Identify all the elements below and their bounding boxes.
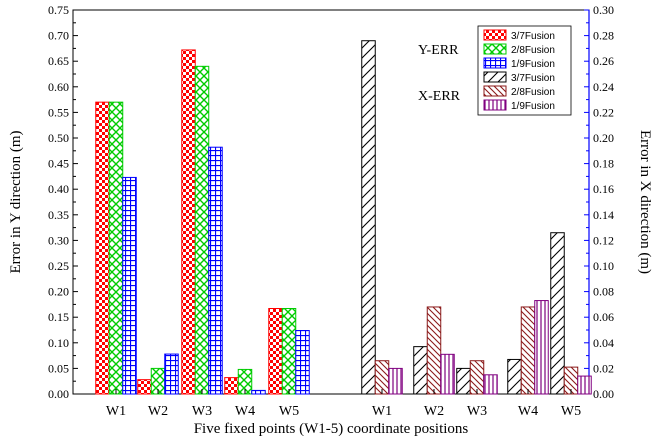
- y-err-category-label: W5: [279, 404, 299, 419]
- left-tick-label: 0.25: [48, 259, 69, 273]
- left-tick-label: 0.70: [48, 29, 69, 43]
- y-err-category-label: W2: [148, 404, 168, 419]
- y-err-bar-w5-3-7fusion: [268, 307, 283, 395]
- x-err-bar-w2-3-7fusion: [413, 346, 428, 395]
- left-y-axis: 0.00 0.05 0.10 0.15 0.20 0.25 0.30 0.35 0.40 0.45…: [48, 3, 78, 401]
- left-tick-label: 0.65: [48, 54, 69, 68]
- legend-swatch: [483, 71, 507, 83]
- legend-label: 3/7Fusion: [511, 31, 555, 42]
- x-err-category-label: W5: [561, 404, 581, 419]
- legend-label: 2/8Fusion: [511, 87, 555, 98]
- left-tick-label: 0.30: [48, 233, 69, 247]
- right-tick-label: 0.14: [593, 208, 614, 222]
- x-err-category-label: W3: [467, 404, 487, 419]
- left-tick-label: 0.50: [48, 131, 69, 145]
- x-err-bar-w1-1-9fusion: [388, 367, 403, 395]
- y-err-bar-w3-1-9fusion: [208, 146, 223, 395]
- bars: [95, 40, 592, 395]
- right-tick-label: 0.24: [593, 80, 614, 94]
- right-tick-label: 0.20: [593, 131, 614, 145]
- right-tick-label: 0.22: [593, 105, 614, 119]
- x-err-bar-w4-2-8fusion: [520, 306, 536, 395]
- right-tick-label: 0.26: [593, 54, 614, 68]
- x-err-bar-w3-1-9fusion: [483, 374, 498, 395]
- right-tick-label: 0.08: [593, 285, 614, 299]
- legend-swatch: [483, 85, 507, 97]
- right-tick-label: 0.06: [593, 310, 614, 324]
- y-err-bar-w4-3-7fusion: [224, 377, 239, 395]
- x-err-bar-w1-3-7fusion: [361, 40, 376, 395]
- x-err-category-label: W4: [518, 404, 538, 419]
- x-err-bar-w2-1-9fusion: [440, 353, 455, 395]
- left-y-axis-title: Error in Y direction (m): [8, 130, 24, 273]
- legend: 3/7Fusion 2/8Fusion 1/9Fusion 3/7Fusion 2/8F…: [477, 25, 572, 116]
- x-err-bar-w4-3-7fusion: [507, 358, 522, 395]
- left-tick-label: 0.40: [48, 182, 69, 196]
- x-category-labels: W1 W2 W3 W4 W5 W1 W2 W3 W4 W5: [106, 389, 581, 419]
- legend-swatch: [483, 99, 507, 111]
- y-err-bar-w4-1-9fusion: [251, 389, 266, 395]
- y-err-category-label: W4: [235, 404, 255, 419]
- right-tick-label: 0.18: [593, 157, 614, 171]
- left-tick-label: 0.75: [48, 3, 69, 17]
- x-err-bar-w5-3-7fusion: [550, 232, 565, 395]
- x-err-category-label: W1: [372, 404, 392, 419]
- y-err-bar-w1-1-9fusion: [122, 176, 137, 395]
- left-tick-label: 0.45: [48, 157, 69, 171]
- right-tick-label: 0.04: [593, 336, 614, 350]
- y-err-bar-w3-2-8fusion: [194, 65, 210, 395]
- y-err-bar-w2-1-9fusion: [164, 353, 179, 395]
- y-err-bar-w3-3-7fusion: [181, 49, 196, 395]
- right-tick-label: 0.12: [593, 233, 614, 247]
- legend-swatch: [483, 57, 507, 69]
- legend-label: 2/8Fusion: [511, 45, 555, 56]
- x-err-bar-w3-3-7fusion: [456, 367, 471, 395]
- y-err-group-label: Y-ERR: [418, 43, 459, 58]
- left-tick-label: 0.20: [48, 285, 69, 299]
- x-axis-title: Five fixed points (W1-5) coordinate posi…: [194, 421, 469, 436]
- x-err-bar-w5-1-9fusion: [577, 375, 592, 395]
- y-err-bar-w1-3-7fusion: [95, 101, 110, 395]
- left-tick-label: 0.05: [48, 361, 69, 375]
- right-tick-label: 0.30: [593, 3, 614, 17]
- legend-swatch: [483, 43, 507, 55]
- legend-swatch: [483, 29, 507, 41]
- x-err-group-label: X-ERR: [418, 89, 461, 104]
- right-tick-label: 0.28: [593, 29, 614, 43]
- y-err-category-label: W3: [192, 404, 212, 419]
- x-err-bar-w2-2-8fusion: [426, 306, 442, 395]
- y-err-bar-w5-1-9fusion: [295, 330, 310, 395]
- left-tick-label: 0.60: [48, 80, 69, 94]
- y-err-bar-w1-2-8fusion: [108, 101, 124, 395]
- right-tick-label: 0.10: [593, 259, 614, 273]
- legend-label: 3/7Fusion: [511, 73, 555, 84]
- right-tick-label: 0.00: [593, 387, 614, 401]
- left-tick-label: 0.00: [48, 387, 69, 401]
- right-tick-label: 0.02: [593, 361, 614, 375]
- left-tick-label: 0.35: [48, 208, 69, 222]
- legend-label: 1/9Fusion: [511, 101, 555, 112]
- x-err-category-label: W2: [424, 404, 444, 419]
- right-tick-label: 0.16: [593, 182, 614, 196]
- right-y-axis-title: Error in X direction (m): [637, 130, 653, 274]
- left-tick-label: 0.10: [48, 336, 69, 350]
- y-err-bar-w2-3-7fusion: [137, 379, 152, 395]
- left-tick-label: 0.55: [48, 105, 69, 119]
- y-err-bar-w5-2-8fusion: [281, 307, 297, 395]
- x-err-bar-w4-1-9fusion: [534, 300, 549, 395]
- legend-label: 1/9Fusion: [511, 59, 555, 70]
- y-err-category-label: W1: [106, 404, 126, 419]
- left-tick-label: 0.15: [48, 310, 69, 324]
- right-y-axis: 0.00 0.02 0.04 0.06 0.08 0.10 0.12 0.14 0.16 0.18…: [584, 3, 614, 401]
